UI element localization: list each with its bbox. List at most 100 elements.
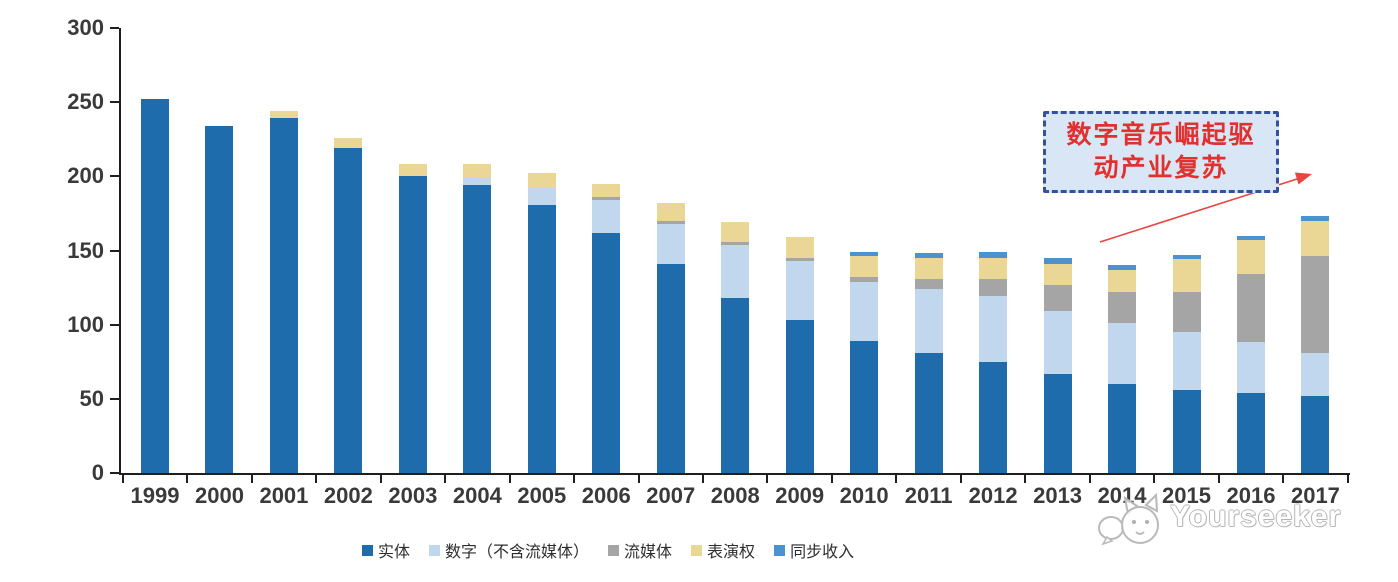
y-tick-label: 300: [67, 15, 104, 40]
legend-label-performance-rights: 表演权: [707, 544, 756, 561]
bar-segment-physical: [1172, 389, 1201, 473]
bar-segment-performance-rights: [656, 203, 685, 221]
x-axis-tick: [121, 475, 124, 483]
bar-segment-physical: [785, 320, 814, 473]
x-tick-label: 2014: [1097, 483, 1147, 508]
bar-segment-physical: [398, 176, 427, 473]
bar-segment-performance-rights: [269, 111, 298, 119]
legend-label-digital-excl-streaming: 数字（不含流媒体）: [445, 544, 590, 561]
bar-segment-sync-revenue: [1236, 235, 1265, 241]
y-tick-label: 50: [79, 385, 104, 411]
bar-segment-digital-excl-streaming: [850, 281, 879, 341]
x-axis-tick: [701, 475, 704, 483]
x-tick-label: 2012: [968, 483, 1018, 508]
x-axis-tick: [250, 475, 253, 483]
bar-segment-physical: [205, 125, 234, 473]
bar-segment-performance-rights: [592, 183, 621, 198]
y-tick-label: 0: [91, 460, 104, 485]
bar-segment-digital-excl-streaming: [914, 289, 943, 353]
bar-segment-digital-excl-streaming: [527, 188, 556, 205]
x-axis-tick: [1024, 475, 1027, 483]
legend-swatch-streaming: [608, 544, 620, 556]
x-axis-tick: [895, 475, 898, 483]
x-tick-label: 2013: [1033, 483, 1083, 508]
x-tick-label: 2006: [581, 483, 631, 508]
y-axis-tick: [110, 397, 119, 400]
bar-segment-performance-rights: [334, 137, 363, 149]
legend-swatch-sync-revenue: [774, 544, 786, 556]
bar-segment-digital-excl-streaming: [1301, 352, 1330, 396]
bar-segment-digital-excl-streaming: [1236, 342, 1265, 393]
annotation-text-line2: 动产业复苏: [1093, 154, 1229, 182]
x-axis-tick: [1088, 475, 1091, 483]
bar-segment-digital-excl-streaming: [979, 296, 1008, 362]
bar-segment-physical: [979, 361, 1008, 473]
bar-segment-streaming: [1108, 292, 1137, 324]
bar-segment-streaming: [850, 277, 879, 282]
bar-segment-physical: [850, 340, 879, 473]
bar-segment-streaming: [1043, 284, 1072, 312]
x-axis-tick: [508, 475, 511, 483]
bar-segment-digital-excl-streaming: [721, 244, 750, 298]
bar-segment-physical: [656, 263, 685, 473]
bar-segment-sync-revenue: [914, 253, 943, 258]
bar-segment-streaming: [1236, 274, 1265, 343]
legend-item-digital-excl-streaming: 数字（不含流媒体）: [429, 538, 589, 562]
bar-segment-streaming: [721, 241, 750, 245]
x-axis-tick: [315, 475, 318, 483]
bar-segment-performance-rights: [1172, 259, 1201, 293]
bar-segment-digital-excl-streaming: [463, 177, 492, 186]
bar-segment-streaming: [592, 197, 621, 201]
bar-segment-digital-excl-streaming: [1108, 323, 1137, 384]
bar-segment-sync-revenue: [1043, 257, 1072, 264]
bar-segment-performance-rights: [914, 257, 943, 279]
legend-swatch-performance-rights: [691, 544, 703, 556]
annotation-text-line1: 数字音乐崛起驱: [1066, 121, 1256, 149]
x-tick-label: 2016: [1226, 483, 1276, 508]
legend-label-physical: 实体: [378, 544, 411, 561]
y-axis-line: [119, 28, 121, 475]
bar-segment-physical: [269, 118, 298, 473]
legend-label-sync-revenue: 同步收入: [790, 544, 855, 561]
bar-segment-streaming: [656, 220, 685, 224]
x-axis-tick: [830, 475, 833, 483]
x-tick-label: 2009: [775, 483, 825, 508]
bar-segment-streaming: [785, 257, 814, 261]
watermark-text: Yourseeker: [1170, 500, 1342, 533]
x-axis-tick: [186, 475, 189, 483]
legend-swatch-digital-excl-streaming: [429, 544, 441, 556]
bar-segment-digital-excl-streaming: [656, 223, 685, 264]
bar-segment-physical: [334, 148, 363, 473]
chart-legend: 实体 数字（不含流媒体） 流媒体 表演权 同步收入: [362, 538, 854, 562]
x-tick-label: 2003: [388, 483, 438, 508]
bar-segment-physical: [1236, 392, 1265, 473]
x-axis-tick: [379, 475, 382, 483]
bar-segment-streaming: [914, 278, 943, 290]
bar-segment-digital-excl-streaming: [592, 200, 621, 233]
x-tick-label: 2004: [452, 483, 502, 508]
legend-item-streaming: 流媒体: [608, 538, 672, 562]
bar-segment-digital-excl-streaming: [1172, 332, 1201, 390]
bar-segment-performance-rights: [1236, 240, 1265, 275]
x-axis-tick: [444, 475, 447, 483]
bar-segment-streaming: [979, 278, 1008, 297]
watermark: Yourseeker: [1094, 488, 1341, 550]
bar-segment-physical: [463, 185, 492, 473]
bar-segment-sync-revenue: [850, 251, 879, 257]
bar-segment-physical: [721, 297, 750, 473]
bar-segment-sync-revenue: [1301, 216, 1330, 221]
x-axis-tick: [573, 475, 576, 483]
legend-item-physical: 实体: [362, 538, 410, 562]
legend-item-performance-rights: 表演权: [691, 538, 755, 562]
bar-segment-sync-revenue: [979, 251, 1008, 258]
y-axis-tick: [110, 101, 119, 104]
x-axis-tick: [1282, 475, 1285, 483]
x-tick-label: 2010: [839, 483, 889, 508]
y-axis-tick: [110, 27, 119, 29]
bar-segment-physical: [141, 99, 169, 473]
bar-segment-performance-rights: [850, 256, 879, 278]
bar-segment-performance-rights: [527, 173, 556, 189]
x-tick-label: 1999: [130, 483, 180, 508]
x-axis-tick: [1217, 475, 1220, 483]
